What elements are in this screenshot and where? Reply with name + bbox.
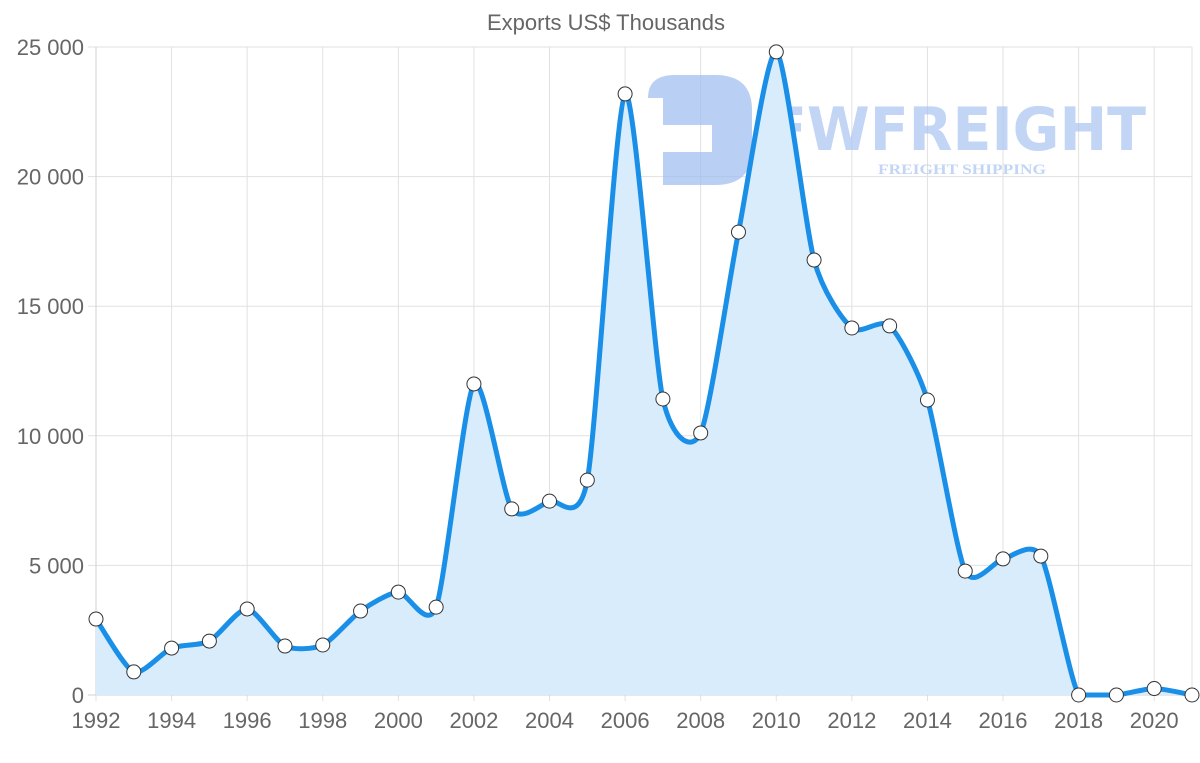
data-point[interactable]: 2004: 7480 bbox=[542, 493, 558, 509]
data-point[interactable]: 1999: 3240 bbox=[353, 603, 369, 619]
x-tick-label: 2000 bbox=[374, 708, 423, 733]
x-tick-label: 2004 bbox=[525, 708, 574, 733]
x-tick-label: 1996 bbox=[223, 708, 272, 733]
x-tick-label: 2008 bbox=[676, 708, 725, 733]
data-point[interactable]: 2003: 7180 bbox=[504, 501, 520, 517]
y-tick-label: 10 000 bbox=[17, 424, 84, 449]
watermark-tagline: FREIGHT SHIPPING bbox=[878, 162, 1046, 178]
x-tick-label: 2014 bbox=[903, 708, 952, 733]
data-point[interactable]: 1996: 3320 bbox=[239, 601, 255, 617]
x-tick-label: 1998 bbox=[298, 708, 347, 733]
data-point[interactable]: 2010: 24810 bbox=[768, 44, 784, 60]
data-point[interactable]: 2006: 23190 bbox=[617, 86, 633, 102]
data-point[interactable]: 2017: 5360 bbox=[1033, 548, 1049, 564]
x-tick-label: 2020 bbox=[1130, 708, 1179, 733]
data-point[interactable]: 2009: 17860 bbox=[730, 224, 746, 240]
data-point[interactable]: 1992: 2930 bbox=[88, 611, 104, 627]
data-point[interactable]: 2014: 11380 bbox=[919, 392, 935, 408]
data-point[interactable]: 2011: 16780 bbox=[806, 252, 822, 268]
y-tick-label: 25 000 bbox=[17, 35, 84, 60]
y-tick-label: 20 000 bbox=[17, 165, 84, 190]
data-point[interactable]: 2015: 4780 bbox=[957, 563, 973, 579]
x-axis: 1992 1994 1996 1998 2000 2002 2004 2006 2008 2010… bbox=[72, 708, 1179, 733]
data-point[interactable]: 2019: 0 bbox=[1108, 687, 1124, 703]
fwfreight-watermark: FWFREIGHT FREIGHT SHIPPING bbox=[648, 75, 1146, 185]
area-fill bbox=[96, 51, 1192, 695]
data-point[interactable]: 2013: 14240 bbox=[882, 318, 898, 334]
data-point[interactable]: 2007: 11420 bbox=[655, 391, 671, 407]
x-tick-label: 1994 bbox=[147, 708, 196, 733]
x-tick-label: 2012 bbox=[827, 708, 876, 733]
data-point[interactable]: 2005: 8290 bbox=[579, 472, 595, 488]
data-point[interactable]: 2008: 10110 bbox=[693, 425, 709, 441]
y-tick-label: 15 000 bbox=[17, 294, 84, 319]
fwfreight-logo-icon bbox=[648, 75, 752, 185]
data-point[interactable]: 2016: 5250 bbox=[995, 551, 1011, 567]
data-point[interactable]: 2002: 12000 bbox=[466, 376, 482, 392]
x-tick-label: 2016 bbox=[979, 708, 1028, 733]
data-point[interactable]: 2012: 14160 bbox=[844, 320, 860, 336]
data-point[interactable]: 1998: 1930 bbox=[315, 637, 331, 653]
data-point[interactable]: 1993: 890 bbox=[126, 664, 142, 680]
x-tick-label: 2018 bbox=[1054, 708, 1103, 733]
x-tick-label: 2006 bbox=[601, 708, 650, 733]
watermark-brand: FWFREIGHT bbox=[768, 95, 1146, 165]
series-exports: 1992: 2930 1993: 890 1994: 1810 1995: 2080 1… bbox=[88, 44, 1200, 703]
chart-title: Exports US$ Thousands bbox=[487, 10, 725, 35]
y-tick-label: 5 000 bbox=[29, 553, 84, 578]
y-axis: 0 5 000 10 000 15 000 20 000 25 000 bbox=[17, 35, 84, 708]
data-point[interactable]: 2018: 0 bbox=[1071, 687, 1087, 703]
data-point[interactable]: 1997: 1890 bbox=[277, 638, 293, 654]
data-point[interactable]: 2020: 250 bbox=[1146, 681, 1162, 697]
x-tick-label: 2002 bbox=[449, 708, 498, 733]
data-point[interactable]: 2001: 3390 bbox=[428, 599, 444, 615]
data-point[interactable]: 2021: 0 bbox=[1184, 687, 1200, 703]
data-point[interactable]: 2000: 3970 bbox=[390, 584, 406, 600]
y-tick-label: 0 bbox=[72, 683, 84, 708]
data-point[interactable]: 1994: 1810 bbox=[164, 640, 180, 656]
x-tick-label: 2010 bbox=[752, 708, 801, 733]
data-point[interactable]: 1995: 2080 bbox=[201, 633, 217, 649]
x-tick-label: 1992 bbox=[72, 708, 121, 733]
